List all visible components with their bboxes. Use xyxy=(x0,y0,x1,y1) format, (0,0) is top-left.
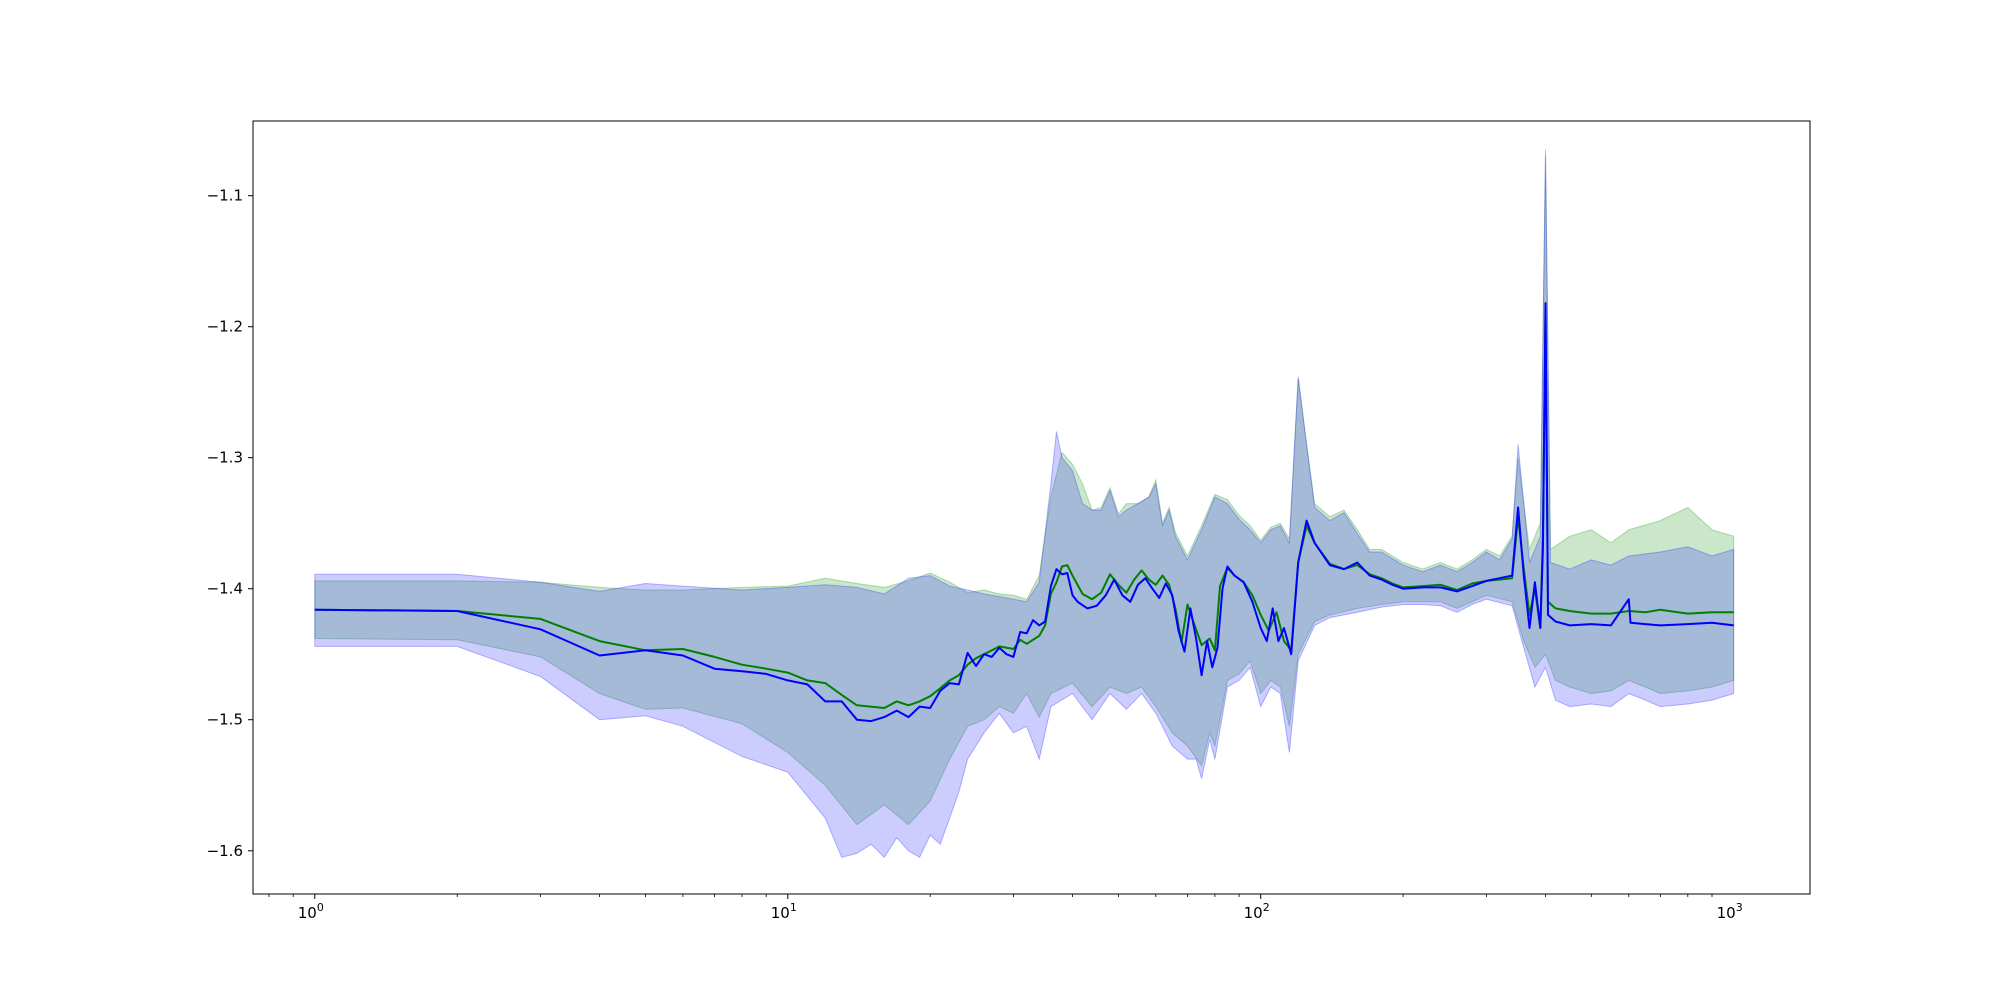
confidence-band-1 xyxy=(314,156,1735,826)
series-lines xyxy=(314,302,1734,723)
plot-frame xyxy=(252,120,1811,895)
y-axis: −1.1 −1.2 −1.3 −1.4 −1.5 −1.6 xyxy=(207,187,253,860)
y-tick-label: −1.6 xyxy=(207,842,243,860)
x-tick-label: 100 xyxy=(298,901,324,922)
confidence-bands xyxy=(314,149,1735,859)
x-tick-label: 102 xyxy=(1244,901,1270,922)
y-tick-label: −1.4 xyxy=(207,580,243,598)
y-tick-label: −1.5 xyxy=(207,711,243,729)
y-tick-label: −1.3 xyxy=(207,449,243,467)
series-line-2 xyxy=(314,302,1734,723)
x-tick-label: 103 xyxy=(1717,901,1743,922)
x-tick-label: 101 xyxy=(771,901,797,922)
confidence-band-2 xyxy=(314,149,1735,859)
y-tick-label: −1.1 xyxy=(207,187,243,205)
x-axis: 100 101 102 103 xyxy=(268,894,1743,922)
y-tick-label: −1.2 xyxy=(207,318,243,336)
